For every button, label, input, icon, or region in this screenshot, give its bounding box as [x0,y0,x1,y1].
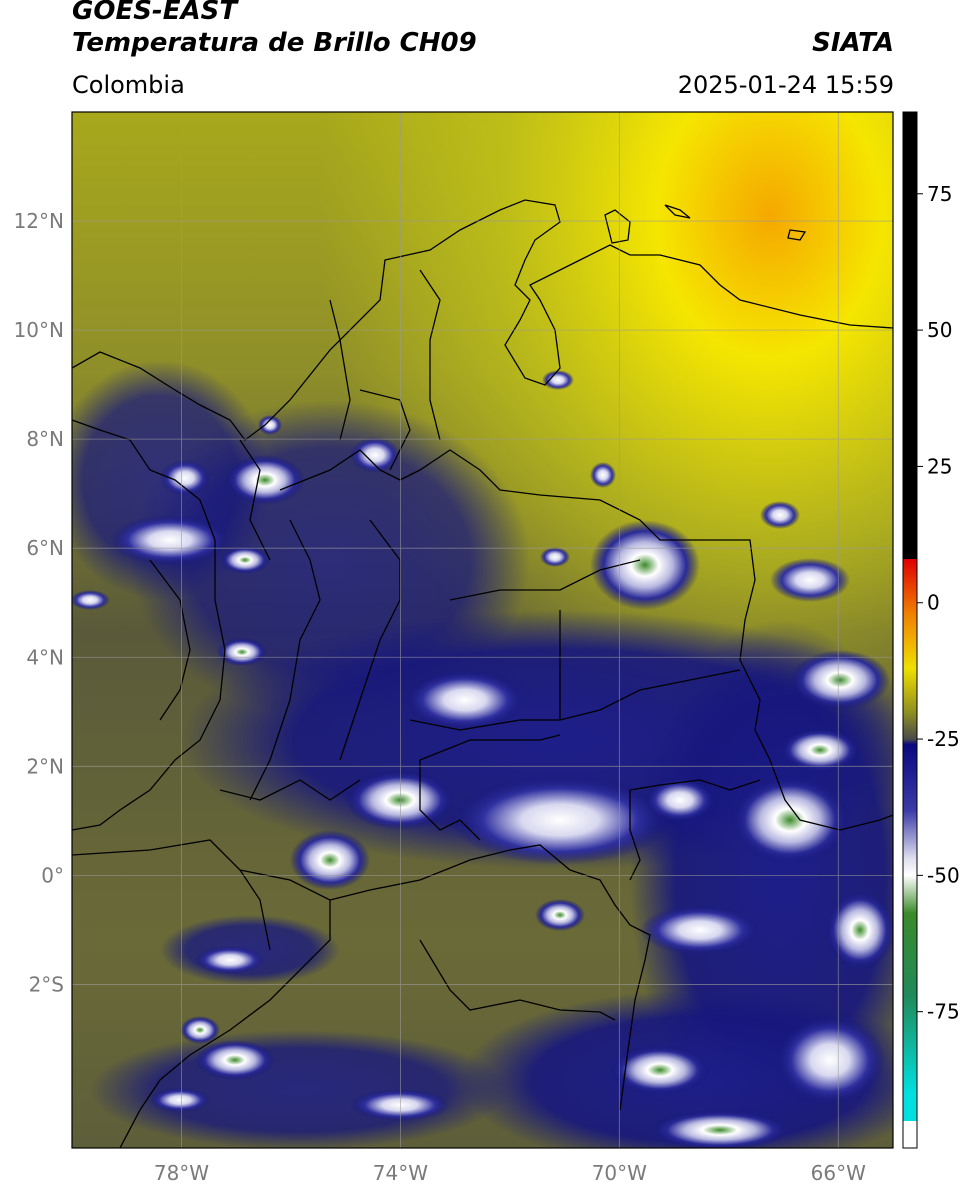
longitude-label: 78°W [154,1161,209,1185]
longitude-labels: 78°W 74°W 70°W 66°W [154,1161,866,1185]
longitude-label: 70°W [592,1161,647,1185]
graticule [72,112,893,1148]
latitude-label: 2°S [29,972,64,996]
colorbar-tick-label: -50 [927,863,960,887]
map-frame [71,111,894,1149]
colorbar-ticks: 75 50 25 0 -25 -50 -75 [917,182,960,1024]
latitude-label: 4°N [26,645,64,669]
latitude-label: 10°N [14,318,64,342]
colorbar-tick-label: 75 [927,182,952,206]
region-label: Colombia [72,71,185,99]
map-field [72,112,893,1148]
colorbar-tick-label: 0 [927,591,940,615]
latitude-label: 0° [41,863,64,887]
latitude-label: 12°N [14,209,64,233]
product-title: Temperatura de Brillo CH09 [72,28,477,58]
colorbar-tick-label: 25 [927,454,952,478]
brand-label: SIATA [812,28,894,58]
colorbar [902,111,918,1149]
latitude-label: 6°N [26,536,64,560]
longitude-label: 74°W [373,1161,428,1185]
latitude-labels: 12°N 10°N 8°N 6°N 4°N 2°N 0° 2°S [14,209,64,996]
latitude-label: 2°N [26,754,64,778]
latitude-label: 8°N [26,427,64,451]
colorbar-tick-label: -75 [927,1000,960,1024]
colorbar-tick-label: -25 [927,727,960,751]
longitude-label: 66°W [811,1161,866,1185]
satellite-title: GOES-EAST [72,0,238,26]
datetime-label: 2025-01-24 15:59 [677,71,894,99]
colorbar-tick-label: 50 [927,318,952,342]
